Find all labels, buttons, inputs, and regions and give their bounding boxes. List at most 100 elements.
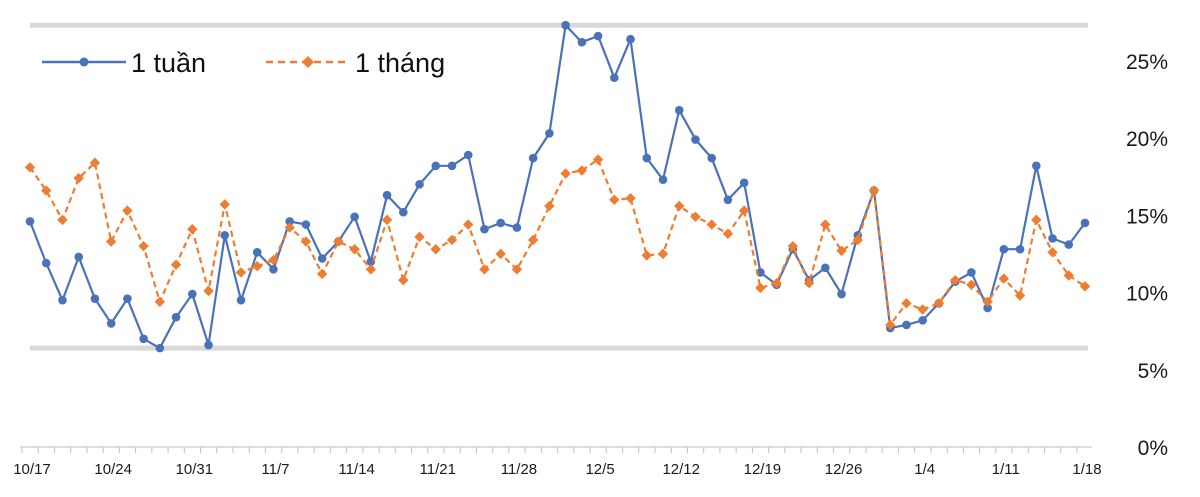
series-2 [24, 154, 1091, 331]
data-point [657, 248, 669, 260]
data-point [1079, 281, 1091, 292]
y-tick-label: 10% [1126, 283, 1168, 306]
legend-marker-1-tuan [79, 57, 89, 67]
data-point [820, 219, 831, 230]
data-point [577, 37, 587, 47]
data-point [188, 289, 197, 299]
data-point [220, 231, 230, 240]
data-point [203, 285, 214, 297]
data-point [399, 207, 408, 217]
x-tick-label: 11/14 [338, 461, 374, 478]
data-point [1064, 240, 1074, 249]
data-point [821, 263, 830, 273]
data-point [139, 334, 148, 344]
data-point [658, 175, 668, 185]
data-point [1015, 244, 1025, 254]
data-point [90, 294, 100, 303]
data-point [998, 273, 1010, 284]
data-point [868, 185, 880, 196]
data-point [949, 274, 961, 286]
data-point [625, 193, 636, 204]
data-point [690, 211, 701, 222]
data-point [316, 268, 328, 280]
data-point [707, 153, 716, 163]
data-point [593, 31, 603, 41]
data-point [333, 236, 344, 247]
data-point [447, 161, 457, 171]
data-point [755, 282, 766, 294]
data-point [1032, 161, 1041, 171]
y-tick-label: 15% [1126, 205, 1168, 228]
data-point [269, 265, 278, 274]
legend-item-1-tuan: 1 tuần [42, 48, 206, 78]
data-point [1080, 218, 1090, 228]
data-point [576, 165, 588, 176]
data-point [170, 259, 182, 270]
data-point [691, 135, 700, 144]
data-point [105, 236, 117, 247]
data-point [463, 219, 474, 230]
y-tick-label: 20% [1126, 128, 1168, 151]
data-point [123, 294, 132, 303]
data-point [511, 264, 523, 275]
data-point [415, 180, 424, 189]
x-axis: 10/17 10/24 10/31 11/7 11/14 11/21 11/28 12/5 12… [13, 446, 1102, 478]
legend-marker-1-thang [302, 56, 314, 68]
data-point [1014, 290, 1026, 301]
x-tick-label: 1/4 [914, 461, 935, 478]
data-point [235, 267, 247, 278]
data-point [252, 248, 262, 257]
data-point [24, 162, 36, 173]
x-tick-label: 11/7 [261, 461, 289, 478]
data-point [89, 157, 101, 168]
data-point [236, 295, 246, 305]
legend-label-1-thang: 1 tháng [355, 48, 445, 78]
data-point [561, 20, 570, 30]
data-point [73, 172, 84, 184]
data-point [852, 234, 863, 246]
data-point [122, 205, 133, 216]
data-point [349, 244, 360, 255]
data-point [738, 205, 750, 216]
data-point [57, 214, 68, 226]
data-point [902, 320, 911, 330]
x-tick-label: 10/24 [94, 461, 132, 478]
data-point [706, 219, 717, 230]
x-tick-label: 10/17 [13, 461, 51, 478]
data-point [496, 218, 505, 228]
data-point [1048, 234, 1057, 243]
x-tick-label: 11/21 [420, 461, 456, 478]
data-point [106, 319, 116, 328]
series-layer [24, 20, 1091, 353]
data-point [560, 168, 571, 179]
data-point [74, 252, 83, 262]
data-point [138, 240, 149, 252]
data-point [528, 153, 538, 163]
y-tick-label: 25% [1126, 51, 1168, 74]
data-point [901, 298, 912, 309]
data-point [350, 212, 359, 222]
data-point [41, 258, 51, 268]
data-point [982, 296, 993, 307]
data-point [495, 248, 506, 260]
x-tick-label: 12/26 [825, 461, 863, 478]
y-axis: 0% 5% 10% 15% 20% 25% [1126, 51, 1168, 460]
data-point [187, 223, 198, 235]
data-point [381, 214, 393, 226]
data-point [284, 222, 295, 233]
legend-label-1-tuan: 1 tuần [131, 48, 206, 78]
data-point [642, 153, 652, 163]
data-point [999, 244, 1009, 254]
data-point [301, 220, 311, 229]
x-tick-label: 12/12 [662, 461, 700, 478]
data-point [836, 245, 847, 256]
data-point [268, 254, 279, 266]
data-point [365, 264, 377, 275]
data-point [252, 261, 263, 272]
data-point [803, 278, 815, 289]
data-point [527, 234, 539, 246]
data-point [787, 240, 799, 252]
data-point [967, 268, 976, 277]
data-point [626, 34, 635, 44]
